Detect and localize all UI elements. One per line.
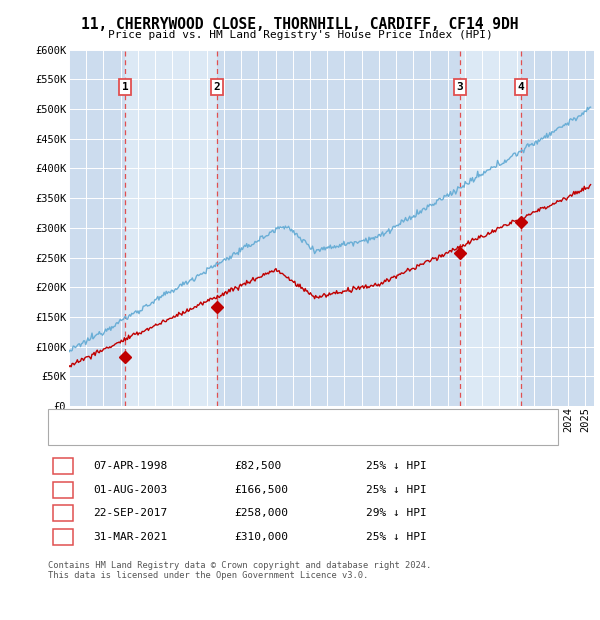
Text: 4: 4 [59, 532, 66, 542]
Text: 29% ↓ HPI: 29% ↓ HPI [366, 508, 427, 518]
Bar [125, 50, 217, 406]
Text: 25% ↓ HPI: 25% ↓ HPI [366, 461, 427, 471]
Text: £82,500: £82,500 [234, 461, 281, 471]
Text: 1: 1 [122, 82, 128, 92]
Bar [460, 50, 521, 406]
Text: Price paid vs. HM Land Registry's House Price Index (HPI): Price paid vs. HM Land Registry's House … [107, 30, 493, 40]
Text: 22-SEP-2017: 22-SEP-2017 [93, 508, 167, 518]
Text: 1: 1 [59, 461, 66, 471]
Text: £310,000: £310,000 [234, 532, 288, 542]
Text: £258,000: £258,000 [234, 508, 288, 518]
Text: £166,500: £166,500 [234, 485, 288, 495]
Bar [217, 50, 460, 406]
Text: 2: 2 [214, 82, 220, 92]
Text: HPI: Average price, detached house, Cardiff: HPI: Average price, detached house, Card… [91, 430, 344, 440]
Text: 25% ↓ HPI: 25% ↓ HPI [366, 485, 427, 495]
Text: 25% ↓ HPI: 25% ↓ HPI [366, 532, 427, 542]
Text: 11, CHERRYWOOD CLOSE, THORNHILL, CARDIFF, CF14 9DH: 11, CHERRYWOOD CLOSE, THORNHILL, CARDIFF… [81, 17, 519, 32]
Text: Contains HM Land Registry data © Crown copyright and database right 2024.
This d: Contains HM Land Registry data © Crown c… [48, 561, 431, 580]
Text: 11, CHERRYWOOD CLOSE, THORNHILL, CARDIFF, CF14 9DH (detached house): 11, CHERRYWOOD CLOSE, THORNHILL, CARDIFF… [91, 414, 485, 424]
Text: 3: 3 [457, 82, 463, 92]
Text: 2: 2 [59, 485, 66, 495]
Text: 07-APR-1998: 07-APR-1998 [93, 461, 167, 471]
Text: 01-AUG-2003: 01-AUG-2003 [93, 485, 167, 495]
Bar [521, 50, 594, 406]
Text: 4: 4 [517, 82, 524, 92]
Text: 31-MAR-2021: 31-MAR-2021 [93, 532, 167, 542]
Text: 3: 3 [59, 508, 66, 518]
Bar [69, 50, 125, 406]
